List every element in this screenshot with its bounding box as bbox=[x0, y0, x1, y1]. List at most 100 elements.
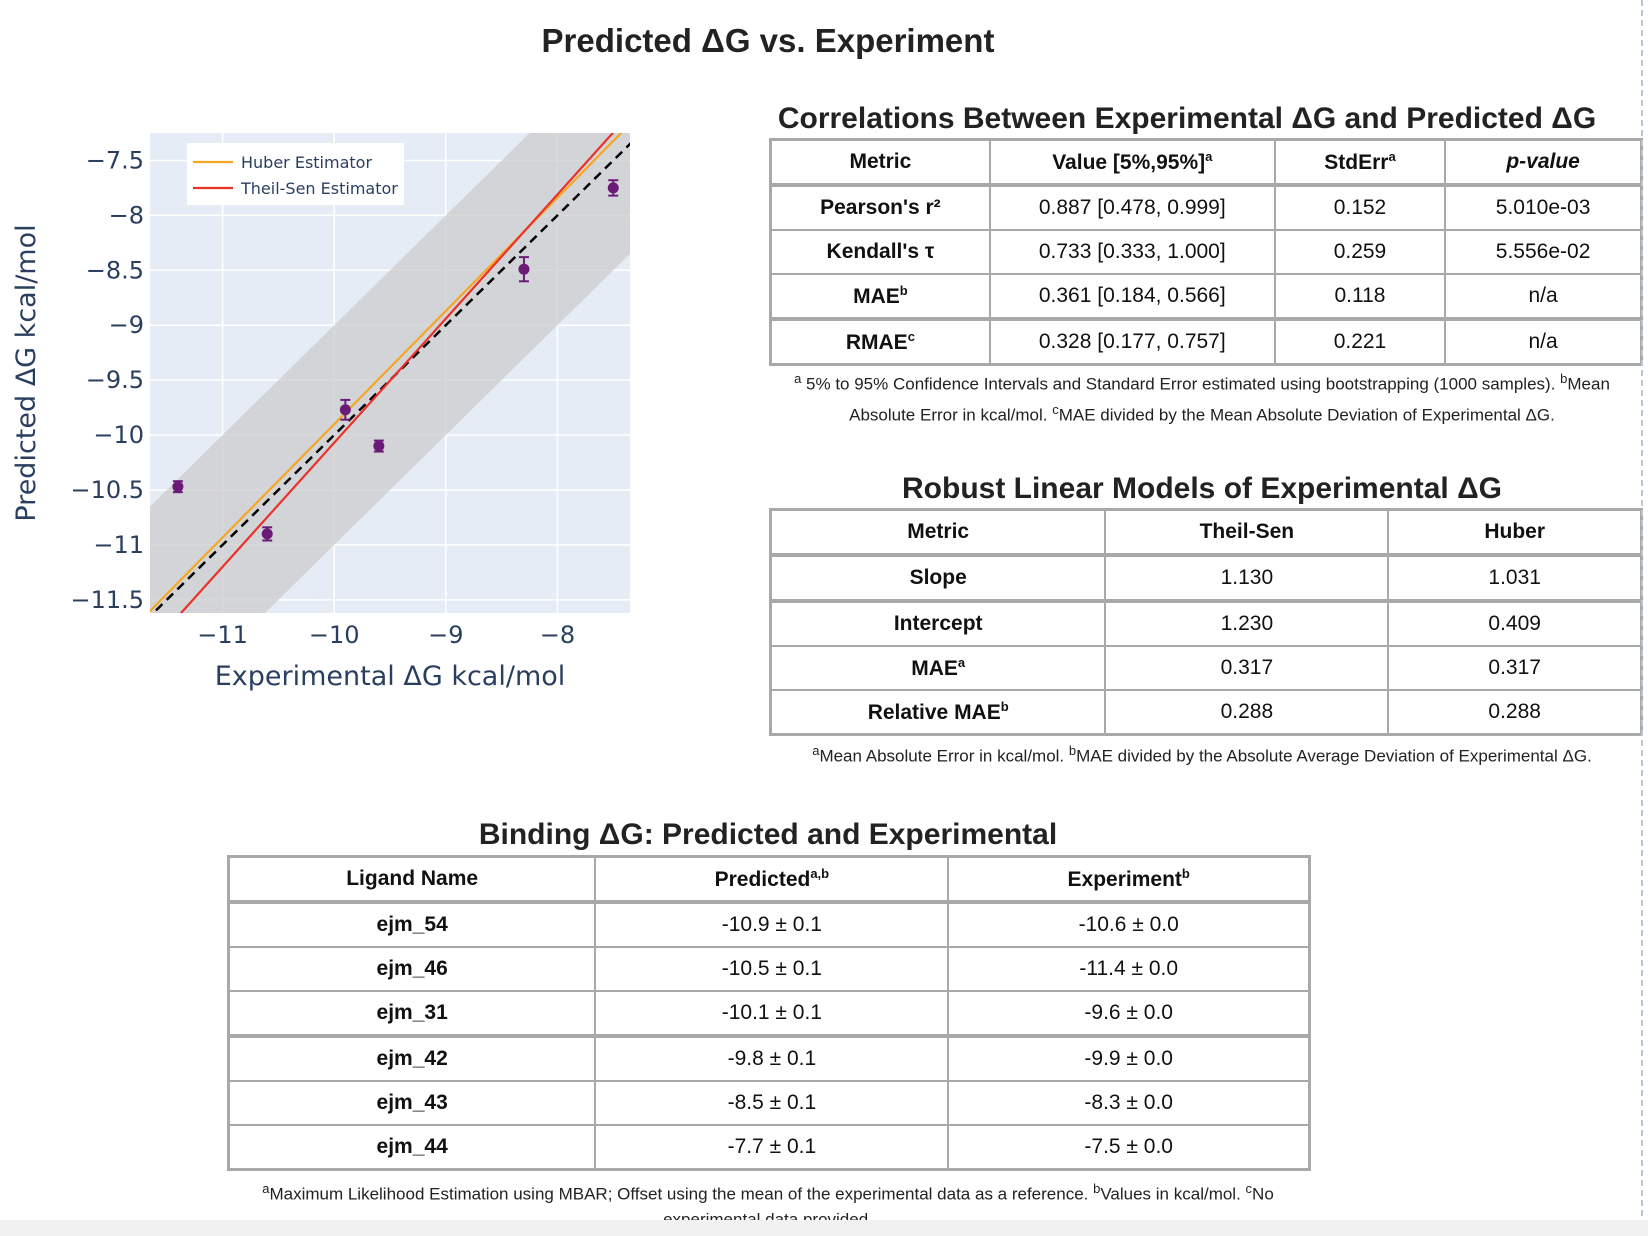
metric-cell: RMAEc bbox=[769, 317, 991, 366]
table-row: MAEb 0.361 [0.184, 0.566] 0.118 n/a bbox=[769, 273, 1643, 320]
table-row: ejm_44 -7.7 ± 0.1 -7.5 ± 0.0 bbox=[227, 1124, 1311, 1171]
x-tick-label: −8 bbox=[540, 621, 575, 649]
legend-box bbox=[187, 143, 404, 205]
chart-legend: Huber Estimator Theil-Sen Estimator bbox=[187, 143, 404, 205]
y-tick-label: −11.5 bbox=[70, 586, 144, 614]
theil-cell: 1.130 bbox=[1104, 554, 1390, 602]
stderr-cell: 0.221 bbox=[1273, 317, 1447, 366]
y-axis-label: Predicted ΔG kcal/mol bbox=[11, 224, 42, 521]
y-tick-label: −10.5 bbox=[70, 476, 144, 504]
page-title: Predicted ΔG vs. Experiment bbox=[541, 22, 995, 59]
y-tick-label: −7.5 bbox=[86, 146, 144, 174]
header-predicted: Predicteda,b bbox=[594, 855, 950, 904]
experiment-cell: -9.6 ± 0.0 bbox=[947, 990, 1311, 1037]
y-tick-label: −9 bbox=[109, 311, 144, 339]
huber-cell: 1.031 bbox=[1387, 554, 1643, 602]
plot-content bbox=[150, 133, 630, 613]
theil-sen-line bbox=[179, 133, 615, 613]
experiment-cell: -9.9 ± 0.0 bbox=[947, 1034, 1311, 1082]
header-metric: Metric bbox=[769, 508, 1107, 557]
ligand-cell: ejm_44 bbox=[227, 1124, 597, 1171]
data-point bbox=[373, 440, 385, 452]
experiment-cell: -11.4 ± 0.0 bbox=[947, 946, 1311, 992]
theil-cell: 0.317 bbox=[1104, 645, 1390, 691]
table-row: Slope 1.130 1.031 bbox=[769, 554, 1643, 602]
ligand-cell: ejm_43 bbox=[227, 1080, 597, 1126]
data-point bbox=[518, 263, 530, 275]
header-experiment: Experimentb bbox=[947, 855, 1311, 904]
metric-cell: Kendall's τ bbox=[769, 229, 991, 275]
predicted-cell: -10.9 ± 0.1 bbox=[594, 901, 950, 948]
bottom-shade bbox=[0, 1220, 1648, 1236]
table-row: Kendall's τ 0.733 [0.333, 1.000] 0.259 5… bbox=[769, 229, 1643, 275]
huber-line bbox=[150, 133, 623, 613]
stderr-cell: 0.259 bbox=[1273, 229, 1447, 275]
theil-cell: 0.288 bbox=[1104, 689, 1390, 736]
data-point bbox=[339, 404, 351, 416]
header-value: Value [5%,95%]a bbox=[988, 138, 1276, 187]
metric-cell: Relative MAEb bbox=[769, 689, 1107, 736]
data-point bbox=[172, 481, 184, 493]
pvalue-cell: 5.556e-02 bbox=[1444, 229, 1643, 275]
stderr-cell: 0.118 bbox=[1273, 273, 1447, 320]
value-cell: 0.361 [0.184, 0.566] bbox=[988, 273, 1276, 320]
pvalue-cell: 5.010e-03 bbox=[1444, 184, 1643, 231]
predicted-cell: -7.7 ± 0.1 bbox=[594, 1124, 950, 1171]
header-theil-sen: Theil-Sen bbox=[1104, 508, 1390, 557]
metric-cell: Slope bbox=[769, 554, 1107, 602]
robust-table: Metric Theil-Sen Huber Slope 1.130 1.031… bbox=[769, 508, 1643, 736]
header-pvalue: p-value bbox=[1444, 138, 1643, 187]
binding-title: Binding ΔG: Predicted and Experimental bbox=[478, 818, 1058, 851]
table-row: ejm_46 -10.5 ± 0.1 -11.4 ± 0.0 bbox=[227, 946, 1311, 992]
table-row: ejm_42 -9.8 ± 0.1 -9.9 ± 0.0 bbox=[227, 1034, 1311, 1082]
correlations-table: Metric Value [5%,95%]a StdErra p-value P… bbox=[769, 138, 1643, 366]
y-tick-label: −8.5 bbox=[86, 256, 144, 284]
header-huber: Huber bbox=[1387, 508, 1643, 557]
experiment-cell: -7.5 ± 0.0 bbox=[947, 1124, 1311, 1171]
ligand-cell: ejm_54 bbox=[227, 901, 597, 948]
pvalue-cell: n/a bbox=[1444, 273, 1643, 320]
x-tick-label: −11 bbox=[197, 621, 248, 649]
pvalue-cell: n/a bbox=[1444, 317, 1643, 366]
huber-cell: 0.317 bbox=[1387, 645, 1643, 691]
confidence-band bbox=[150, 133, 630, 613]
page-edge-divider bbox=[1641, 0, 1643, 1236]
table-row: RMAEc 0.328 [0.177, 0.757] 0.221 n/a bbox=[769, 317, 1643, 366]
table-row: ejm_43 -8.5 ± 0.1 -8.3 ± 0.0 bbox=[227, 1080, 1311, 1126]
value-cell: 0.328 [0.177, 0.757] bbox=[988, 317, 1276, 366]
experiment-cell: -8.3 ± 0.0 bbox=[947, 1080, 1311, 1126]
metric-cell: Pearson's r² bbox=[769, 184, 991, 231]
predicted-cell: -8.5 ± 0.1 bbox=[594, 1080, 950, 1126]
predicted-cell: -10.5 ± 0.1 bbox=[594, 946, 950, 992]
correlations-footnote: a 5% to 95% Confidence Intervals and Sta… bbox=[794, 371, 1610, 425]
correlations-title: Correlations Between Experimental ΔG and… bbox=[777, 102, 1597, 135]
binding-table: Ligand Name Predicteda,b Experimentb ejm… bbox=[227, 855, 1311, 1171]
y-tick-label: −9.5 bbox=[86, 366, 144, 394]
scatter-chart: −11 −10 −9 −8 −7.5 −8 −8.5 −9 −9.5 −10 −10.5 −11 −11… bbox=[11, 133, 630, 692]
metric-cell: MAEa bbox=[769, 645, 1107, 691]
data-point bbox=[607, 182, 619, 194]
table-row: Relative MAEb 0.288 0.288 bbox=[769, 689, 1643, 736]
legend-label: Theil-Sen Estimator bbox=[240, 179, 398, 198]
metric-cell: MAEb bbox=[769, 273, 991, 320]
table-row: Pearson's r² 0.887 [0.478, 0.999] 0.152 … bbox=[769, 184, 1643, 231]
huber-cell: 0.409 bbox=[1387, 599, 1643, 647]
x-tick-label: −10 bbox=[309, 621, 360, 649]
y-tick-label: −8 bbox=[109, 201, 144, 229]
predicted-cell: -9.8 ± 0.1 bbox=[594, 1034, 950, 1082]
value-cell: 0.887 [0.478, 0.999] bbox=[988, 184, 1276, 231]
data-point bbox=[261, 528, 273, 540]
ligand-cell: ejm_46 bbox=[227, 946, 597, 992]
header-metric: Metric bbox=[769, 138, 991, 187]
metric-cell: Intercept bbox=[769, 599, 1107, 647]
stderr-cell: 0.152 bbox=[1273, 184, 1447, 231]
x-axis-label: Experimental ΔG kcal/mol bbox=[215, 661, 566, 692]
table-row: Intercept 1.230 0.409 bbox=[769, 599, 1643, 647]
y-tick-label: −10 bbox=[93, 421, 144, 449]
legend-label: Huber Estimator bbox=[241, 153, 372, 172]
table-row: ejm_31 -10.1 ± 0.1 -9.6 ± 0.0 bbox=[227, 990, 1311, 1037]
x-tick-label: −9 bbox=[428, 621, 463, 649]
ligand-cell: ejm_31 bbox=[227, 990, 597, 1037]
huber-cell: 0.288 bbox=[1387, 689, 1643, 736]
header-stderr: StdErra bbox=[1273, 138, 1447, 187]
